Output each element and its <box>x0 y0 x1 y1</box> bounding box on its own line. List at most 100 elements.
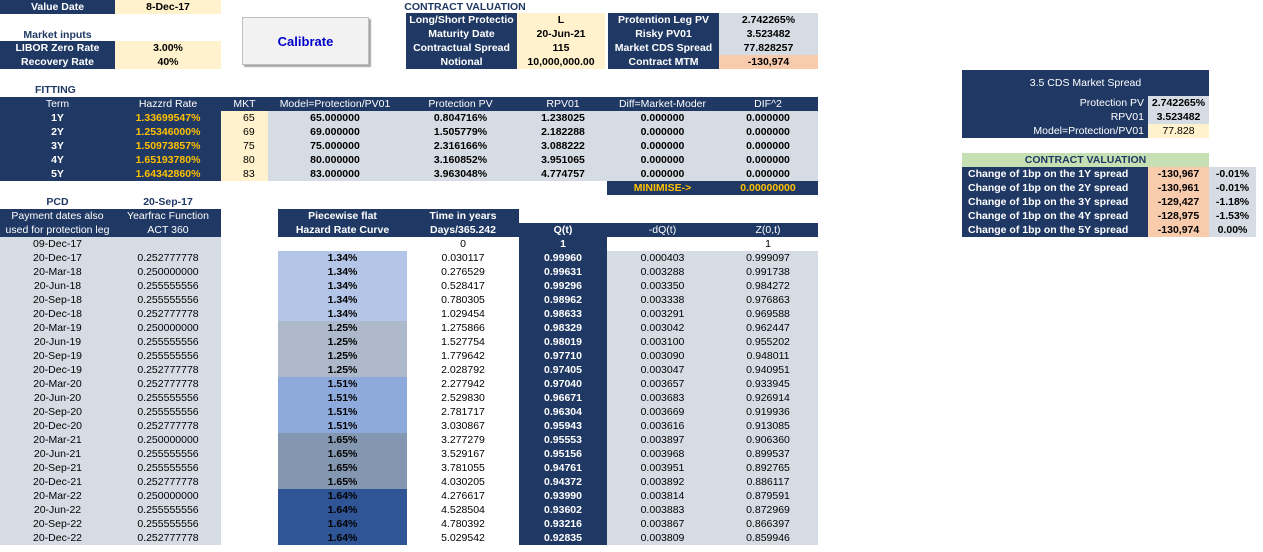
schedule-q: 0.93602 <box>519 503 607 517</box>
schedule-hazard: 1.34% <box>278 279 407 293</box>
schedule-yearfrac: 0.252777778 <box>115 251 221 265</box>
schedule-header: Hazard Rate Curve <box>278 223 407 237</box>
schedule-yearfrac: 0.255555556 <box>115 461 221 475</box>
sensitivity-pct: -0.01% <box>1209 181 1256 195</box>
cv-label: Contractual Spread <box>406 41 517 55</box>
cv-value[interactable]: L <box>517 13 605 27</box>
recovery-cell[interactable]: 40% <box>115 55 221 69</box>
fitting-cell[interactable]: 83 <box>221 167 268 181</box>
schedule-header: Yearfrac Function <box>115 209 221 223</box>
schedule-q: 1 <box>519 237 607 251</box>
schedule-dq: 0.003968 <box>607 447 718 461</box>
fitting-header: DIF^2 <box>718 97 818 111</box>
schedule-time: 0.276529 <box>441 266 485 278</box>
schedule-time: 4.528504 <box>441 504 485 516</box>
schedule-hazard: 1.34% <box>278 251 407 265</box>
sensitivity-label: Change of 1bp on the 2Y spread <box>962 181 1148 195</box>
cv-value2: 3.523482 <box>719 27 818 41</box>
schedule-q: 0.98633 <box>519 307 607 321</box>
schedule-date: 20-Jun-22 <box>0 503 115 517</box>
schedule-hazard: 1.65% <box>278 447 407 461</box>
market-spread-label: RPV01 <box>962 110 1148 124</box>
schedule-z: 0.872969 <box>718 503 818 517</box>
fitting-cell[interactable]: 69 <box>221 125 268 139</box>
fitting-cell[interactable]: 80 <box>221 153 268 167</box>
schedule-dq: 0.003814 <box>607 489 718 503</box>
schedule-z: 0.955202 <box>718 335 818 349</box>
schedule-header: -dQ(t) <box>607 223 718 237</box>
sensitivity-pct: 0.00% <box>1209 223 1256 237</box>
cv-value[interactable]: 20-Jun-21 <box>517 27 605 41</box>
fitting-cell: 3Y <box>0 139 115 153</box>
schedule-dq: 0.003338 <box>607 293 718 307</box>
schedule-yearfrac: 0.250000000 <box>115 489 221 503</box>
schedule-header: ACT 360 <box>115 223 221 237</box>
fitting-cell: 75.000000 <box>268 139 402 153</box>
schedule-q: 0.95943 <box>519 419 607 433</box>
schedule-date: 20-Sep-20 <box>0 405 115 419</box>
fitting-cell: 4Y <box>0 153 115 167</box>
schedule-date: 20-Sep-22 <box>0 517 115 531</box>
schedule-header: Piecewise flat <box>278 209 407 223</box>
libor-cell[interactable]: 3.00% <box>115 41 221 55</box>
value-date-cell[interactable]: 8-Dec-17 <box>115 0 221 14</box>
schedule-date: 20-Mar-20 <box>0 377 115 391</box>
fitting-cell: 0.000000 <box>718 153 818 167</box>
fitting-header: Hazzrd Rate <box>115 97 221 111</box>
sensitivity-label: Change of 1bp on the 3Y spread <box>962 195 1148 209</box>
schedule-time: 2.529830 <box>441 392 485 404</box>
fitting-cell[interactable]: 65 <box>221 111 268 125</box>
minimise-label: MINIMISE-> <box>607 181 718 195</box>
schedule-yearfrac: 0.252777778 <box>115 531 221 545</box>
sensitivity-label: Change of 1bp on the 1Y spread <box>962 167 1148 181</box>
sensitivity-pct: -1.53% <box>1209 209 1256 223</box>
schedule-yearfrac: 0.250000000 <box>115 321 221 335</box>
cv-value[interactable]: 10,000,000.00 <box>517 55 605 69</box>
fitting-cell: 3.088222 <box>519 139 607 153</box>
cv-label2: Market CDS Spread <box>608 41 719 55</box>
schedule-hazard: 1.65% <box>278 433 407 447</box>
schedule-time: 1.527754 <box>441 336 485 348</box>
cv-value2[interactable]: -130,974 <box>719 55 818 69</box>
schedule-z: 0.999097 <box>718 251 818 265</box>
schedule-z: 0.926914 <box>718 391 818 405</box>
fitting-cell: 4.774757 <box>519 167 607 181</box>
fitting-header: Diff=Market-Moder <box>607 97 718 111</box>
schedule-hazard: 1.64% <box>278 531 407 545</box>
schedule-header: Time in years <box>407 209 519 223</box>
schedule-q: 0.97040 <box>519 377 607 391</box>
schedule-time: 4.780392 <box>441 518 485 530</box>
schedule-date: 20-Dec-22 <box>0 531 115 545</box>
schedule-date: 20-Mar-19 <box>0 321 115 335</box>
fitting-header: Model=Protection/PV01 <box>268 97 402 111</box>
schedule-dq: 0.000403 <box>607 251 718 265</box>
schedule-hazard: 1.34% <box>278 293 407 307</box>
schedule-q: 0.96671 <box>519 391 607 405</box>
schedule-q: 0.99631 <box>519 265 607 279</box>
libor-label: LIBOR Zero Rate <box>0 41 115 55</box>
schedule-hazard: 1.65% <box>278 475 407 489</box>
sensitivity-label: Change of 1bp on the 5Y spread <box>962 223 1148 237</box>
schedule-time: 0 <box>460 238 466 250</box>
schedule-hazard: 1.25% <box>278 363 407 377</box>
schedule-z: 0.962447 <box>718 321 818 335</box>
cv-label2: Risky PV01 <box>608 27 719 41</box>
cv-value[interactable]: 115 <box>517 41 605 55</box>
schedule-hazard: 1.25% <box>278 321 407 335</box>
schedule-z: 0.933945 <box>718 377 818 391</box>
schedule-date: 20-Mar-21 <box>0 433 115 447</box>
schedule-hazard: 1.65% <box>278 461 407 475</box>
sensitivity-title: CONTRACT VALUATION <box>962 153 1209 167</box>
fitting-cell: 1Y <box>0 111 115 125</box>
schedule-time: 5.029542 <box>441 532 485 544</box>
fitting-cell[interactable]: 75 <box>221 139 268 153</box>
schedule-dq: 0.003291 <box>607 307 718 321</box>
schedule-z: 1 <box>765 238 771 250</box>
schedule-dq: 0.003288 <box>607 265 718 279</box>
schedule-yearfrac: 0.255555556 <box>115 517 221 531</box>
schedule-date: 20-Sep-21 <box>0 461 115 475</box>
schedule-date: 20-Sep-18 <box>0 293 115 307</box>
schedule-date: 20-Sep-19 <box>0 349 115 363</box>
schedule-q: 0.92835 <box>519 531 607 545</box>
calibrate-button[interactable]: Calibrate <box>242 17 369 65</box>
